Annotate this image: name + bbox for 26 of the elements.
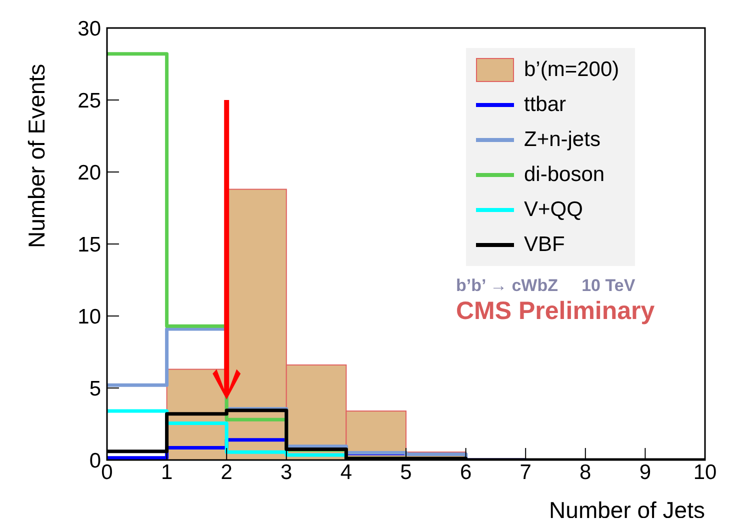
- y-tick-label: 30: [78, 17, 101, 40]
- x-axis-title: Number of Jets: [549, 497, 705, 523]
- x-tick-label: 2: [220, 460, 232, 484]
- annotation: CMS Preliminary: [456, 296, 655, 326]
- legend-label: V+QQ: [524, 198, 583, 222]
- x-tick-label: 3: [280, 460, 292, 484]
- y-tick-label: 15: [78, 233, 101, 256]
- y-tick-label: 20: [78, 161, 101, 184]
- x-tick-label: 9: [639, 460, 652, 484]
- x-tick-label: 10: [693, 460, 717, 484]
- y-axis-title: Number of Events: [23, 64, 50, 248]
- legend-label: ttbar: [524, 92, 566, 116]
- y-tick-label: 10: [78, 305, 101, 328]
- x-tick-label: 5: [400, 460, 412, 484]
- annotation: b’b’ → cWbZ 10 TeV: [456, 276, 636, 296]
- y-tick-label: 5: [89, 377, 101, 400]
- legend-label: VBF: [524, 232, 565, 256]
- x-tick-label: 8: [580, 460, 592, 484]
- legend-label: b’(m=200): [524, 58, 620, 82]
- x-tick-label: 6: [460, 460, 472, 484]
- legend-label: Z+n-jets: [524, 128, 600, 152]
- y-tick-label: 25: [78, 89, 101, 112]
- x-tick-label: 7: [520, 460, 532, 484]
- legend-label: di-boson: [524, 162, 605, 186]
- x-tick-label: 4: [340, 460, 352, 484]
- x-tick-label: 1: [160, 460, 173, 484]
